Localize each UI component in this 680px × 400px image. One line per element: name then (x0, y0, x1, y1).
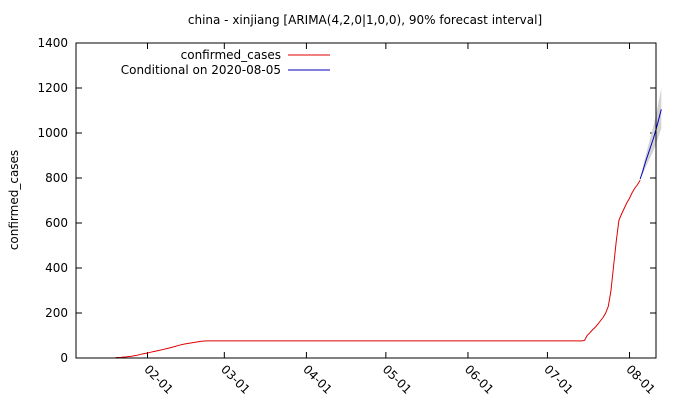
y-tick-label: 800 (45, 171, 68, 185)
y-tick-label: 1400 (37, 36, 68, 50)
y-axis-label: confirmed_cases (7, 150, 21, 250)
legend: confirmed_cases Conditional on 2020-08-0… (121, 48, 330, 77)
y-axis: 0 200 400 600 800 1000 1200 1400 (37, 36, 656, 365)
series-line-forecast (639, 109, 662, 180)
plot-area (115, 88, 662, 359)
x-tick-label: 08-01 (623, 362, 658, 397)
y-tick-label: 0 (60, 351, 68, 365)
legend-label-conditional: Conditional on 2020-08-05 (121, 63, 281, 77)
y-tick-label: 1200 (37, 81, 68, 95)
y-tick-label: 400 (45, 261, 68, 275)
x-tick-label: 02-01 (141, 362, 176, 397)
x-tick-label: 05-01 (380, 362, 415, 397)
x-tick-label: 04-01 (300, 362, 335, 397)
legend-label-confirmed-cases: confirmed_cases (181, 48, 281, 62)
x-tick-label: 06-01 (462, 362, 497, 397)
x-axis: 02-01 03-01 04-01 05-01 06-01 07-01 08-01 (141, 43, 658, 397)
x-tick-label: 03-01 (218, 362, 253, 397)
y-tick-label: 1000 (37, 126, 68, 140)
x-tick-label: 07-01 (541, 362, 576, 397)
y-tick-label: 200 (45, 306, 68, 320)
forecast-interval-band (640, 88, 662, 180)
series-line-confirmed-cases (115, 179, 641, 359)
plot-border (75, 42, 657, 359)
chart-title: china - xinjiang [ARIMA(4,2,0|1,0,0), 90… (188, 13, 542, 27)
y-tick-label: 600 (45, 216, 68, 230)
